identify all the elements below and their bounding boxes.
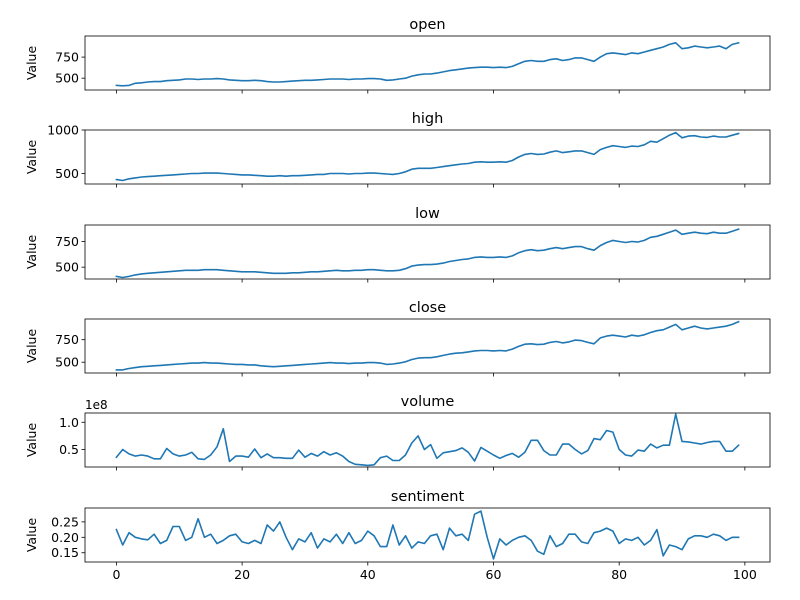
y-tick-label: 1.0 <box>59 415 79 430</box>
y-tick-label: 500 <box>55 166 79 181</box>
subplot-low: low Value 500 750 <box>24 206 771 283</box>
y-tick-label: 0.5 <box>59 442 79 457</box>
subplot-open: open Value 500 750 <box>24 17 771 94</box>
y-tick-label: 0.20 <box>51 530 79 545</box>
x-tick-label: 80 <box>611 567 627 582</box>
y-axis-label-close: Value <box>24 329 39 364</box>
y-tick-label: 0.25 <box>51 514 79 529</box>
subplot-title-close: close <box>409 300 446 316</box>
y-axis-label-open: Value <box>24 46 39 81</box>
axes-frame-low <box>84 224 771 280</box>
y-tick-label: 0.15 <box>51 545 79 560</box>
y-tick-label: 750 <box>55 50 79 65</box>
axes-frame-close <box>84 318 771 374</box>
series-line-sentiment <box>115 510 740 560</box>
subplot-close: close Value 500 750 <box>24 300 771 377</box>
y-tick-label: 750 <box>55 332 79 347</box>
axes-frame-high <box>84 129 771 185</box>
series-line-close <box>115 320 740 371</box>
axes-frame-open <box>84 35 771 91</box>
subplot-title-sentiment: sentiment <box>391 489 465 505</box>
x-tick-label: 100 <box>733 567 757 582</box>
x-tick-label: 20 <box>234 567 250 582</box>
series-line-volume <box>115 413 740 467</box>
y-axis-label-low: Value <box>24 235 39 270</box>
series-line-open <box>115 41 740 87</box>
y-axis-label-sentiment: Value <box>24 518 39 553</box>
subplot-title-high: high <box>412 111 444 127</box>
axes-frame-sentiment <box>84 507 771 563</box>
subplot-title-low: low <box>415 206 440 222</box>
x-tick-label: 0 <box>112 567 120 582</box>
y-axis-label-volume: Value <box>24 423 39 458</box>
x-tick-label: 60 <box>486 567 502 582</box>
subplot-sentiment: sentiment Value 0.150.200.25 0 20 40 60 80 100 <box>24 489 771 582</box>
subplot-high: high Value 500 1000 <box>24 111 771 188</box>
series-line-high <box>115 131 740 182</box>
axes-frame-volume <box>84 412 771 468</box>
y-tick-label: 1000 <box>47 123 79 138</box>
y-offset-text-volume: 1e8 <box>85 398 108 412</box>
y-axis-label-high: Value <box>24 140 39 175</box>
y-tick-label: 750 <box>55 234 79 249</box>
y-tick-label: 500 <box>55 355 79 370</box>
subplot-title-volume: volume <box>401 394 455 410</box>
subplot-title-open: open <box>409 17 445 33</box>
y-tick-label: 500 <box>55 260 79 275</box>
subplot-volume: volume Value 1e8 0.5 1.0 <box>24 394 771 471</box>
x-tick-label: 40 <box>360 567 376 582</box>
y-tick-label: 500 <box>55 71 79 86</box>
series-line-low <box>115 228 740 279</box>
